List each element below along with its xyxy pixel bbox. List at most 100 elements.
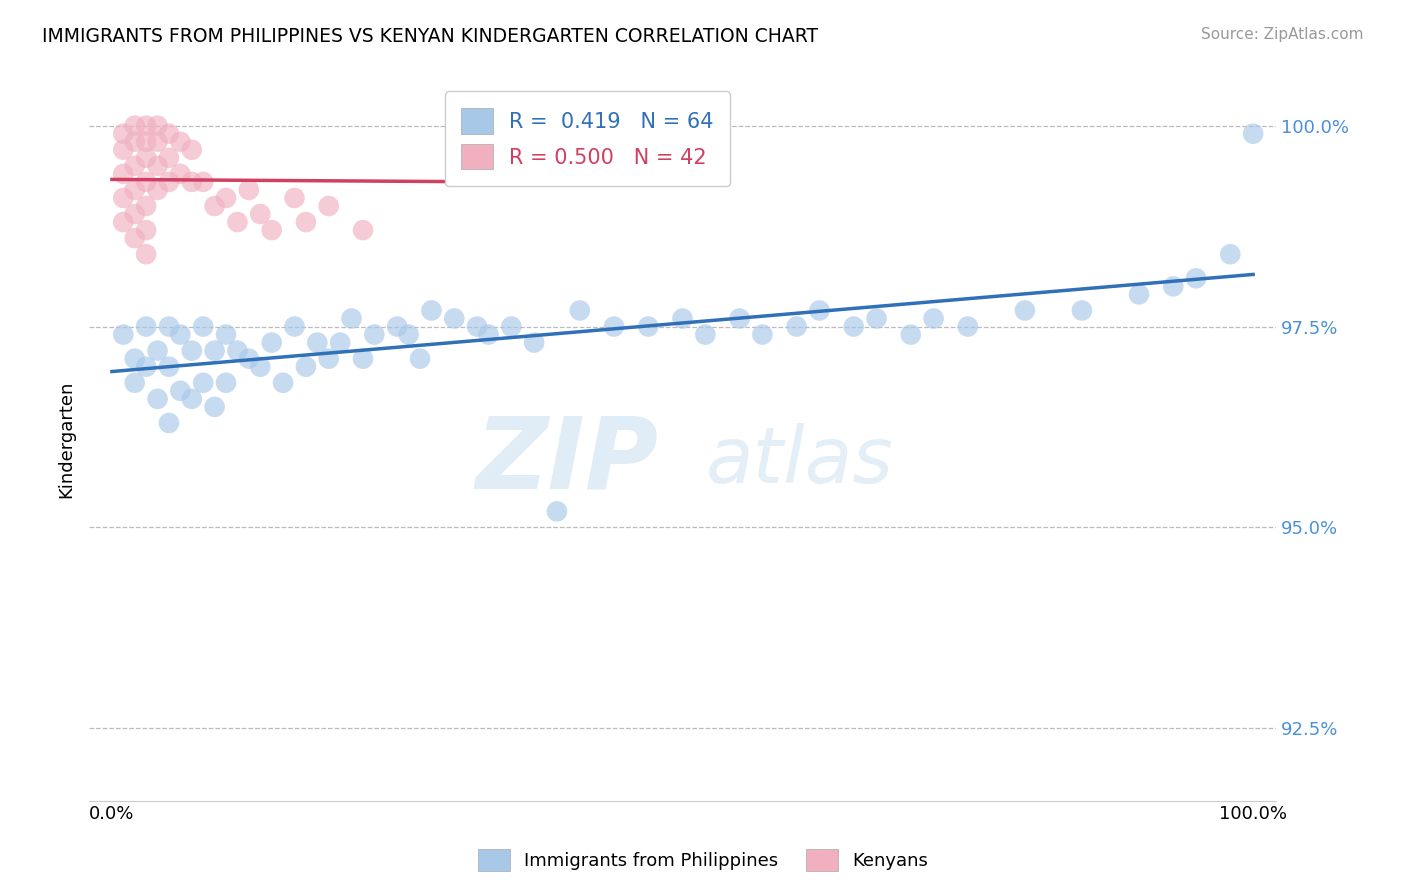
Point: [135, 135, 157, 149]
Point: [271, 376, 294, 390]
Point: [249, 207, 271, 221]
Point: [146, 392, 169, 406]
Point: [135, 175, 157, 189]
Point: [409, 351, 432, 366]
Point: [465, 319, 488, 334]
Point: [135, 151, 157, 165]
Point: [318, 351, 340, 366]
Point: [260, 223, 283, 237]
Point: [124, 119, 146, 133]
Point: [695, 327, 717, 342]
Point: [124, 159, 146, 173]
Point: [193, 376, 215, 390]
Point: [157, 319, 180, 334]
Point: [204, 199, 226, 213]
Point: [1219, 247, 1241, 261]
Point: [112, 327, 135, 342]
Point: [283, 319, 305, 334]
Point: [135, 223, 157, 237]
Point: [501, 319, 523, 334]
Point: [112, 143, 135, 157]
Point: [135, 247, 157, 261]
Text: IMMIGRANTS FROM PHILIPPINES VS KENYAN KINDERGARTEN CORRELATION CHART: IMMIGRANTS FROM PHILIPPINES VS KENYAN KI…: [42, 27, 818, 45]
Point: [557, 135, 579, 149]
Point: [146, 119, 169, 133]
Point: [329, 335, 352, 350]
Point: [671, 311, 693, 326]
Text: atlas: atlas: [706, 423, 894, 499]
Point: [295, 359, 318, 374]
Point: [124, 207, 146, 221]
Point: [1185, 271, 1208, 285]
Point: [146, 159, 169, 173]
Point: [956, 319, 979, 334]
Point: [193, 319, 215, 334]
Point: [169, 135, 191, 149]
Point: [124, 183, 146, 197]
Point: [135, 119, 157, 133]
Point: [146, 135, 169, 149]
Point: [387, 319, 409, 334]
Point: [443, 311, 465, 326]
Text: ZIP: ZIP: [475, 412, 659, 509]
Point: [340, 311, 363, 326]
Point: [546, 504, 568, 518]
Point: [352, 223, 374, 237]
Point: [637, 319, 659, 334]
Point: [363, 327, 385, 342]
Point: [283, 191, 305, 205]
Point: [786, 319, 808, 334]
Point: [180, 392, 202, 406]
Point: [1128, 287, 1150, 301]
Point: [295, 215, 318, 229]
Point: [238, 183, 260, 197]
Point: [842, 319, 865, 334]
Point: [204, 343, 226, 358]
Y-axis label: Kindergarten: Kindergarten: [58, 380, 75, 498]
Point: [398, 327, 420, 342]
Point: [180, 175, 202, 189]
Point: [728, 311, 751, 326]
Point: [1014, 303, 1036, 318]
Point: [215, 376, 238, 390]
Point: [124, 376, 146, 390]
Point: [523, 335, 546, 350]
Point: [922, 311, 945, 326]
Point: [260, 335, 283, 350]
Point: [112, 167, 135, 181]
Point: [1161, 279, 1184, 293]
Point: [135, 319, 157, 334]
Point: [124, 231, 146, 245]
Point: [157, 127, 180, 141]
Text: Source: ZipAtlas.com: Source: ZipAtlas.com: [1201, 27, 1364, 42]
Point: [180, 143, 202, 157]
Point: [215, 191, 238, 205]
Point: [226, 343, 249, 358]
Point: [146, 183, 169, 197]
Point: [226, 215, 249, 229]
Point: [751, 327, 773, 342]
Point: [1241, 127, 1264, 141]
Point: [146, 343, 169, 358]
Point: [124, 135, 146, 149]
Point: [318, 199, 340, 213]
Point: [568, 303, 591, 318]
Point: [169, 384, 191, 398]
Point: [808, 303, 831, 318]
Point: [238, 351, 260, 366]
Point: [180, 343, 202, 358]
Point: [169, 167, 191, 181]
Point: [352, 351, 374, 366]
Point: [215, 327, 238, 342]
Point: [420, 303, 443, 318]
Legend: R =  0.419   N = 64, R = 0.500   N = 42: R = 0.419 N = 64, R = 0.500 N = 42: [444, 92, 731, 186]
Point: [157, 359, 180, 374]
Point: [124, 351, 146, 366]
Point: [1071, 303, 1094, 318]
Point: [112, 191, 135, 205]
Point: [204, 400, 226, 414]
Point: [169, 327, 191, 342]
Point: [900, 327, 922, 342]
Point: [193, 175, 215, 189]
Point: [603, 319, 626, 334]
